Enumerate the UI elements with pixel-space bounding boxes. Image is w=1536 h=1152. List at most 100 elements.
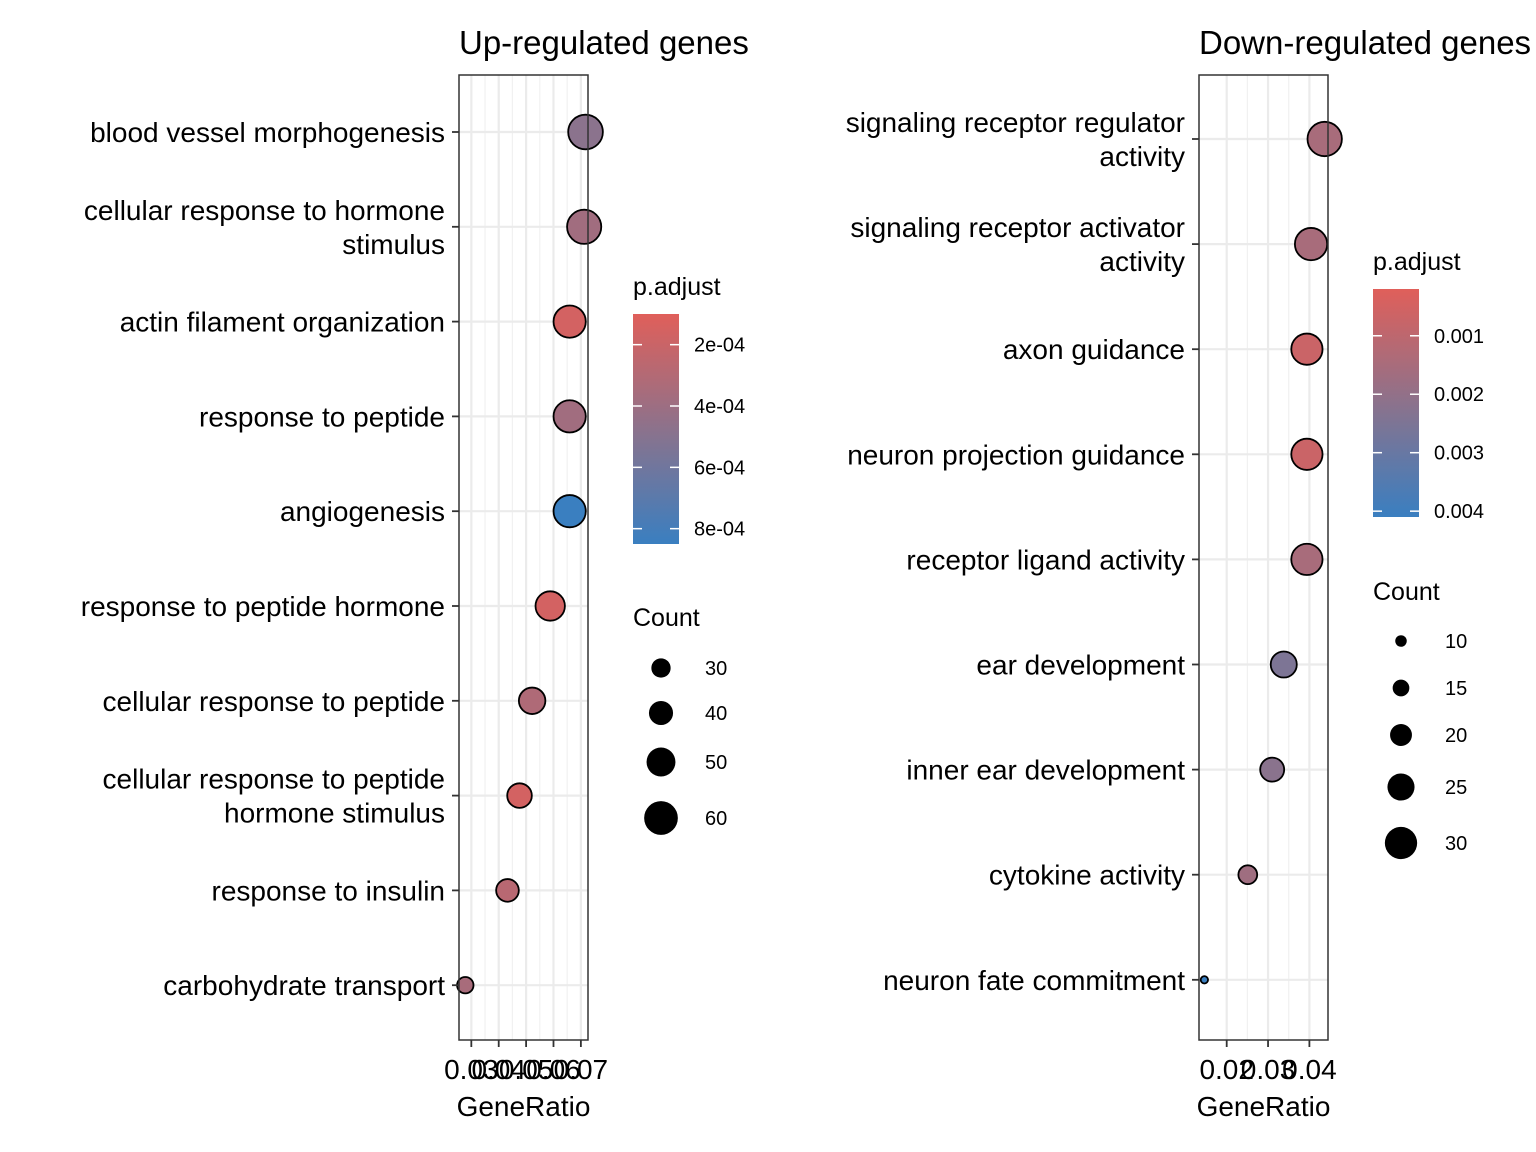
plot-area — [459, 75, 588, 1040]
size-legend-key — [1395, 635, 1407, 647]
x-tick-label: 0.06 — [526, 1054, 581, 1085]
y-tick-label-line: response to insulin — [212, 875, 445, 906]
y-tick-label-line: neuron projection guidance — [847, 439, 1185, 470]
size-legend-key — [646, 747, 676, 777]
y-tick-label-line: cellular response to hormone — [84, 195, 445, 226]
data-point — [552, 304, 587, 339]
size-legend-key — [1384, 826, 1418, 860]
size-legend-label: 20 — [1445, 725, 1467, 747]
panel-up: Up-regulated genes blood vessel morphogen… — [81, 24, 749, 1122]
x-axis-title: GeneRatio — [457, 1091, 591, 1122]
data-point — [495, 878, 520, 903]
color-legend-label: 4e-04 — [694, 396, 745, 418]
color-legend-label: 6e-04 — [694, 457, 745, 479]
size-legend-key — [648, 700, 674, 726]
y-tick-label: response to peptide — [199, 401, 445, 432]
color-legend-label: 2e-04 — [694, 335, 745, 357]
data-point — [1237, 864, 1259, 885]
size-legend-key — [1387, 773, 1415, 801]
y-tick-label-line: response to peptide — [199, 401, 445, 432]
size-legend-key — [644, 801, 678, 835]
y-tick-label: neuron fate commitment — [883, 965, 1185, 996]
color-legend-title: p.adjust — [633, 273, 721, 301]
size-legend-key — [1392, 679, 1410, 697]
panel-down: Down-regulated genes signaling receptor r… — [846, 24, 1531, 1122]
y-tick-label-line: ear development — [976, 650, 1185, 681]
chart-title: Down-regulated genes — [1199, 24, 1531, 61]
y-tick-label: inner ear development — [906, 755, 1185, 786]
color-legend-label: 0.001 — [1434, 326, 1484, 348]
y-tick-label: cellular response to hormone stimulus — [84, 195, 445, 260]
color-bar — [1373, 289, 1419, 517]
size-legend-label: 40 — [705, 703, 727, 725]
x-tick-label: 0.07 — [554, 1054, 609, 1085]
y-tick-label-line: cellular response to peptide — [103, 764, 445, 795]
y-tick-label: cytokine activity — [989, 860, 1185, 891]
y-tick-label: cellular response to peptide — [103, 686, 445, 717]
y-tick-label-line: angiogenesis — [280, 496, 445, 527]
color-legend-label: 0.003 — [1434, 443, 1484, 465]
y-tick-label-line: response to peptide hormone — [81, 591, 445, 622]
y-tick-label-line: blood vessel morphogenesis — [90, 117, 445, 148]
data-point — [567, 113, 604, 151]
size-legend-label: 25 — [1445, 777, 1467, 799]
x-tick-label: 0.04 — [1282, 1054, 1337, 1085]
y-tick-label-line: actin filament organization — [120, 307, 445, 338]
y-tick-label-line: stimulus — [342, 229, 445, 260]
y-tick-label: response to peptide hormone — [81, 591, 445, 622]
size-legend-label: 60 — [705, 808, 727, 830]
y-tick-label: ear development — [976, 650, 1185, 681]
size-legend-title: Count — [633, 604, 700, 632]
y-tick-label-line: signaling receptor activator — [850, 212, 1185, 243]
data-point — [566, 208, 603, 245]
y-tick-label: angiogenesis — [280, 496, 445, 527]
y-tick-label: cellular response to peptide hormone stim… — [103, 764, 445, 829]
x-tick-label: 0.03 — [1241, 1054, 1296, 1085]
y-tick-label-line: carbohydrate transport — [163, 970, 445, 1001]
y-tick-label-line: activity — [1099, 246, 1185, 277]
y-tick-label-line: axon guidance — [1003, 334, 1185, 365]
y-tick-label: receptor ligand activity — [906, 544, 1185, 575]
color-legend-label: 8e-04 — [694, 519, 745, 541]
y-tick-label-line: hormone stimulus — [224, 798, 445, 829]
y-tick-label-line: activity — [1099, 141, 1185, 172]
x-tick-label: 0.02 — [1199, 1054, 1254, 1085]
color-bar — [633, 314, 679, 544]
y-tick-label: blood vessel morphogenesis — [90, 117, 445, 148]
y-tick-label-line: cytokine activity — [989, 860, 1185, 891]
size-legend-label: 10 — [1445, 631, 1467, 653]
y-tick-label-line: signaling receptor regulator — [846, 107, 1185, 138]
size-legend-title: Count — [1373, 578, 1440, 606]
plot-border — [458, 74, 589, 1041]
x-axis-title: GeneRatio — [1197, 1091, 1331, 1122]
y-tick-label-line: neuron fate commitment — [883, 965, 1185, 996]
y-tick-label: signaling receptor regulator activity — [846, 107, 1185, 172]
size-legend-key — [1390, 724, 1412, 746]
data-point — [1199, 975, 1209, 985]
color-legend-label: 0.004 — [1434, 501, 1484, 523]
y-tick-label-line: cellular response to peptide — [103, 686, 445, 717]
size-legend-label: 30 — [1445, 833, 1467, 855]
data-point — [552, 399, 587, 434]
data-point — [534, 590, 566, 622]
y-tick-label-line: receptor ligand activity — [906, 544, 1185, 575]
data-point — [1290, 542, 1324, 576]
data-point — [1293, 227, 1329, 262]
y-tick-label: neuron projection guidance — [847, 439, 1185, 470]
y-tick-label: signaling receptor activator activity — [850, 212, 1185, 277]
x-tick-label: 0.03 — [444, 1054, 499, 1085]
size-legend-label: 15 — [1445, 678, 1467, 700]
size-legend-label: 30 — [705, 658, 727, 680]
y-tick-label: axon guidance — [1003, 334, 1185, 365]
data-point — [1259, 756, 1286, 783]
data-point — [1306, 120, 1343, 158]
x-tick-label: 0.05 — [499, 1054, 554, 1085]
color-legend-title: p.adjust — [1373, 248, 1461, 276]
plot-border — [1198, 74, 1329, 1041]
y-tick-label: response to insulin — [212, 875, 445, 906]
data-point — [517, 686, 547, 715]
data-point — [506, 782, 533, 809]
data-point — [1290, 332, 1324, 366]
size-legend-label: 50 — [705, 752, 727, 774]
